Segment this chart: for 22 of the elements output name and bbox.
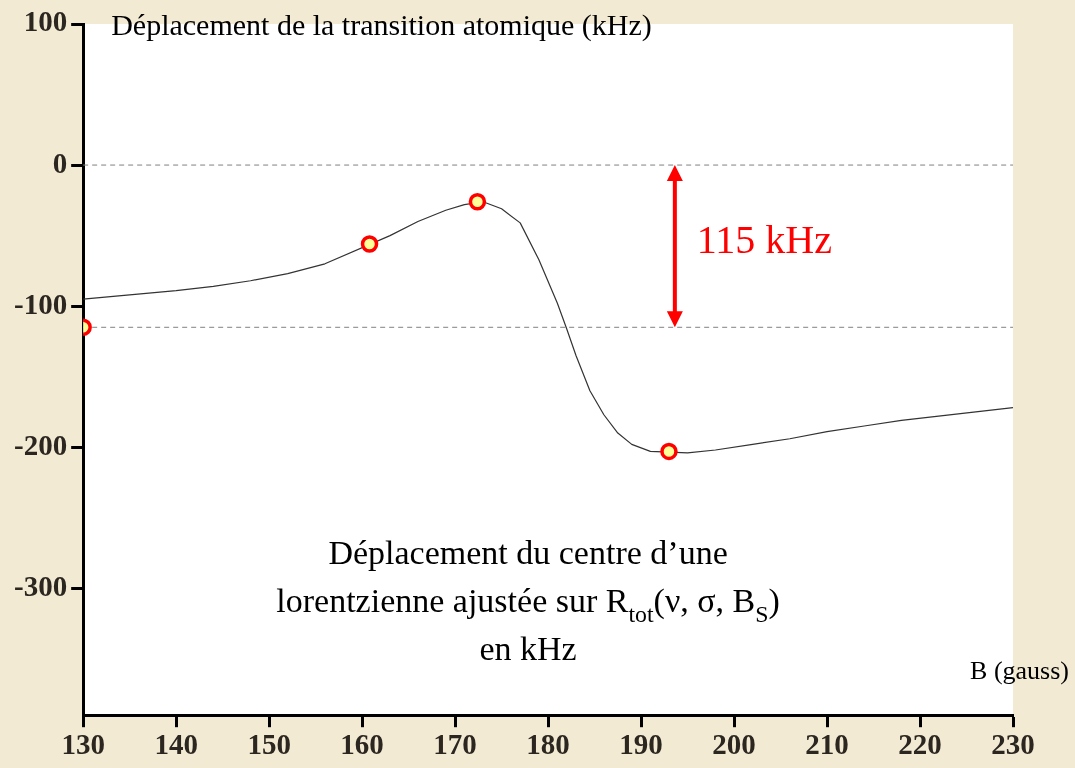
x-tick-label: 130 <box>61 728 105 761</box>
y-axis-title: Déplacement de la transition atomique (kHz) <box>111 7 652 42</box>
y-tick-label: 0 <box>52 146 68 179</box>
x-tick-label: 200 <box>712 728 756 761</box>
point <box>660 442 678 461</box>
point <box>360 235 379 253</box>
y-tick-label: -100 <box>13 287 68 320</box>
x-tick-label: 170 <box>433 728 477 761</box>
x-tick-label: 210 <box>805 728 849 761</box>
annotation: 115 kHz <box>696 216 833 262</box>
x-axis-title: B (gauss) <box>970 656 1069 686</box>
y-tick-label: 100 <box>23 5 68 38</box>
x-tick-label: 230 <box>991 728 1035 761</box>
x-tick-label: 180 <box>526 728 570 761</box>
y-tick-label: -200 <box>13 428 68 461</box>
x-tick-label: 150 <box>247 728 291 761</box>
x-tick-label: 220 <box>898 728 942 761</box>
x-tick-label: 140 <box>154 728 198 761</box>
x-tick-label: 160 <box>340 728 384 761</box>
x-tick-label: 190 <box>619 728 663 761</box>
y-tick-label: -300 <box>13 569 68 602</box>
point <box>468 192 487 211</box>
